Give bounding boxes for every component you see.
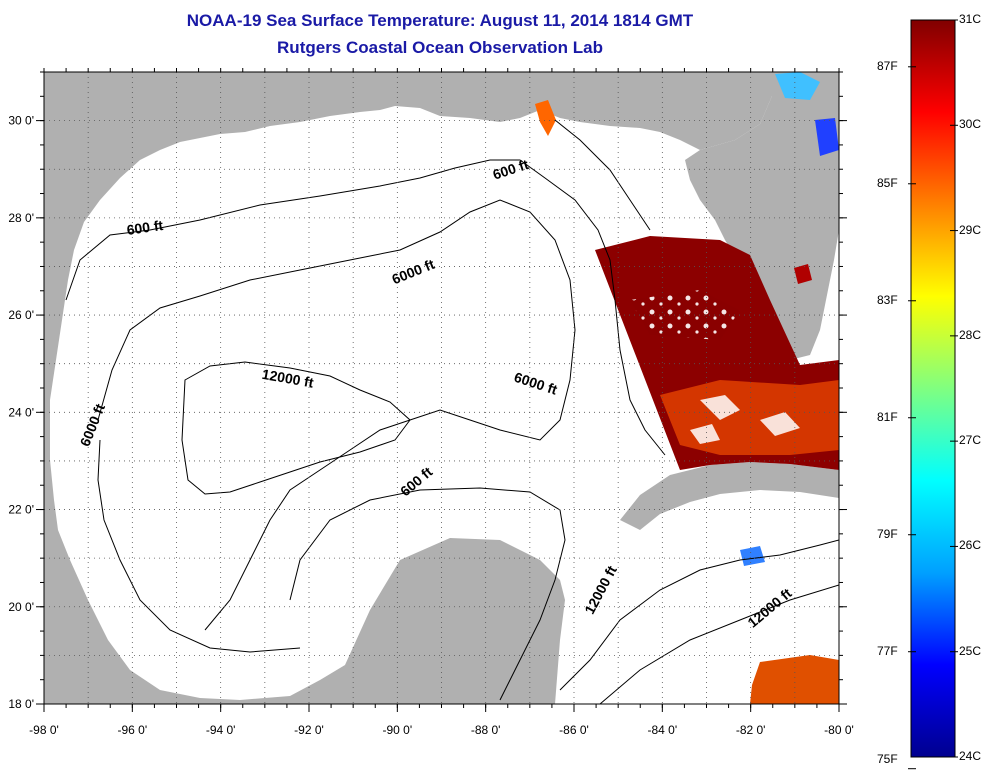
- colorbar-fahrenheit-label: 85F: [877, 175, 898, 190]
- sst-orange-zone: [660, 380, 839, 455]
- sst-patch-panhandle: [535, 100, 556, 136]
- land-florida: [685, 72, 839, 360]
- contour-florida-shelf: [554, 119, 651, 231]
- colorbar-fahrenheit-label: 83F: [877, 292, 898, 307]
- x-tick-label: -88 0': [471, 723, 501, 737]
- colorbar-fahrenheit-label: 87F: [877, 58, 898, 73]
- contour-caribbean-2: [599, 584, 839, 704]
- colorbar-fahrenheit-label: 75F: [877, 752, 898, 766]
- sst-patch-cayman: [750, 655, 839, 704]
- contour-12000ft-caribbean: [559, 539, 839, 691]
- colorbar-fahrenheit-label: 79F: [877, 526, 898, 541]
- colorbar-fahrenheit-label: 81F: [877, 409, 898, 424]
- colorbar-celsius-label: 25C: [959, 643, 982, 658]
- sst-patch-atlantic-cool: [815, 118, 839, 156]
- land-cuba: [620, 462, 839, 530]
- contour-6000ft-inner: [97, 439, 301, 653]
- chart-title: NOAA-19 Sea Surface Temperature: August …: [186, 11, 694, 30]
- colorbar-celsius-label: 31C: [959, 12, 982, 26]
- y-tick-label: 22 0': [8, 503, 34, 517]
- y-tick-label: 26 0': [8, 308, 34, 322]
- y-tick-label: 20 0': [8, 600, 34, 614]
- contour-label: 600 ft: [126, 217, 165, 238]
- map-gridlines: [44, 72, 839, 704]
- contour-6000ft: [97, 199, 576, 631]
- land-us-gulf-coast: [44, 72, 772, 530]
- sst-patch-keys: [794, 264, 812, 284]
- contour-12000ft: [181, 361, 411, 495]
- contour-600ft: [65, 159, 666, 456]
- colorbar-celsius-label: 27C: [959, 433, 982, 448]
- y-tick-label: 18 0': [8, 697, 34, 711]
- colorbar-celsius-label: 24C: [959, 749, 982, 763]
- colorbar-celsius-label: 30C: [959, 117, 982, 132]
- x-tick-label: -86 0': [559, 723, 589, 737]
- y-tick-label: 24 0': [8, 405, 34, 419]
- y-tick-label: 28 0': [8, 211, 34, 225]
- x-tick-label: -94 0': [206, 723, 236, 737]
- sst-clouds: [690, 395, 800, 444]
- map-axes: -98 0' -96 0' -94 0' -92 0' -90 0' -88 0' -86 …: [8, 68, 854, 737]
- x-tick-label: -82 0': [736, 723, 766, 737]
- x-tick-label: -80 0': [824, 723, 854, 737]
- land-mexico: [44, 530, 565, 704]
- colorbar-celsius-label: 26C: [959, 538, 982, 553]
- x-tick-label: -98 0': [29, 723, 59, 737]
- sst-patch-atlantic-mixed: [775, 72, 820, 100]
- x-tick-label: -92 0': [294, 723, 324, 737]
- colorbar-ticks: [908, 19, 958, 770]
- chart-subtitle: Rutgers Coastal Ocean Observation Lab: [277, 38, 603, 57]
- temperature-colorbar: [910, 19, 956, 758]
- colorbar-fahrenheit-label: 77F: [877, 643, 898, 658]
- y-tick-label: 30 0': [8, 114, 34, 128]
- sst-patch-isla-juventud: [740, 546, 765, 566]
- x-tick-label: -90 0': [383, 723, 413, 737]
- x-tick-label: -96 0': [118, 723, 148, 737]
- x-tick-label: -84 0': [648, 723, 678, 737]
- colorbar-celsius-label: 29C: [959, 222, 982, 237]
- colorbar-celsius-label: 28C: [959, 327, 982, 342]
